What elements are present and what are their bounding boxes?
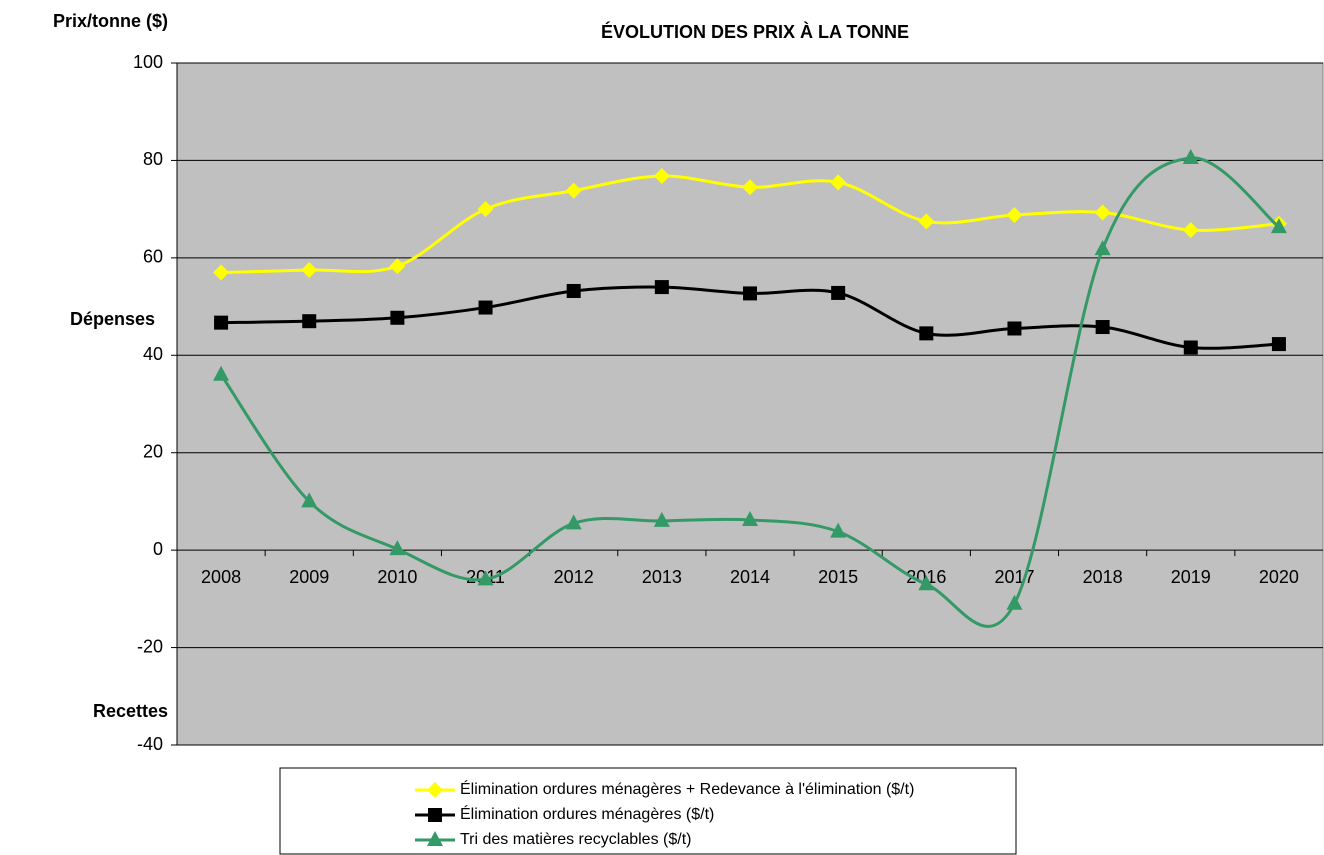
y-axis-label: Prix/tonne ($) — [53, 11, 168, 31]
marker — [1182, 148, 1199, 164]
y-tick-label: 60 — [143, 247, 163, 267]
marker — [565, 182, 582, 199]
marker — [477, 570, 494, 586]
marker — [919, 326, 934, 341]
marker — [1006, 594, 1023, 610]
marker — [742, 510, 758, 526]
marker — [918, 575, 935, 591]
y-tick-label: -40 — [137, 734, 163, 754]
marker — [1271, 337, 1286, 352]
marker — [301, 262, 318, 279]
annotation: Recettes — [93, 701, 168, 721]
annotation: Dépenses — [70, 309, 155, 329]
marker — [918, 213, 935, 230]
chart-title: ÉVOLUTION DES PRIX À LA TONNE — [601, 21, 909, 42]
marker — [1183, 340, 1198, 355]
marker — [566, 283, 581, 298]
marker — [389, 540, 406, 556]
y-tick-label: 20 — [143, 441, 163, 461]
x-tick-label: 2018 — [1083, 567, 1123, 587]
marker — [1094, 204, 1111, 221]
legend-label: Tri des matières recyclables ($/t) — [460, 831, 691, 848]
x-tick-label: 2020 — [1259, 567, 1299, 587]
x-tick-label: 2012 — [554, 567, 594, 587]
marker — [390, 310, 405, 325]
plot-area — [176, 62, 1324, 746]
marker — [565, 514, 582, 530]
y-tick-label: 100 — [133, 52, 163, 72]
y-tick-label: 0 — [153, 539, 163, 559]
marker — [477, 201, 494, 218]
x-tick-label: 2009 — [289, 567, 329, 587]
marker — [830, 522, 847, 538]
marker — [1006, 206, 1023, 223]
x-tick-label: 2019 — [1171, 567, 1211, 587]
marker — [389, 258, 406, 275]
marker — [1007, 321, 1022, 336]
x-tick-label: 2014 — [730, 567, 770, 587]
marker — [302, 314, 317, 329]
x-tick-label: 2015 — [818, 567, 858, 587]
marker — [1095, 320, 1110, 335]
marker — [830, 174, 847, 191]
marker — [742, 179, 758, 196]
marker — [428, 808, 442, 822]
legend-box — [279, 767, 1017, 855]
legend-label: Élimination ordures ménagères + Redevanc… — [460, 779, 914, 798]
marker — [214, 315, 229, 330]
x-tick-label: 2013 — [642, 567, 682, 587]
x-tick-label: 2010 — [377, 567, 417, 587]
marker — [831, 285, 846, 300]
marker — [654, 280, 669, 295]
marker — [301, 492, 318, 508]
marker — [213, 365, 230, 381]
x-tick-label: 2008 — [201, 567, 241, 587]
marker — [653, 511, 670, 527]
marker — [213, 264, 230, 281]
y-tick-label: 80 — [143, 149, 163, 169]
marker — [427, 831, 443, 846]
y-tick-label: -20 — [137, 636, 163, 656]
legend-label: Élimination ordures ménagères ($/t) — [460, 804, 714, 823]
marker — [427, 782, 443, 798]
marker — [1094, 240, 1111, 256]
marker — [1270, 218, 1287, 234]
marker — [743, 286, 757, 301]
y-tick-label: 40 — [143, 344, 163, 364]
marker — [478, 300, 493, 315]
marker — [1182, 222, 1199, 239]
marker — [653, 168, 670, 185]
